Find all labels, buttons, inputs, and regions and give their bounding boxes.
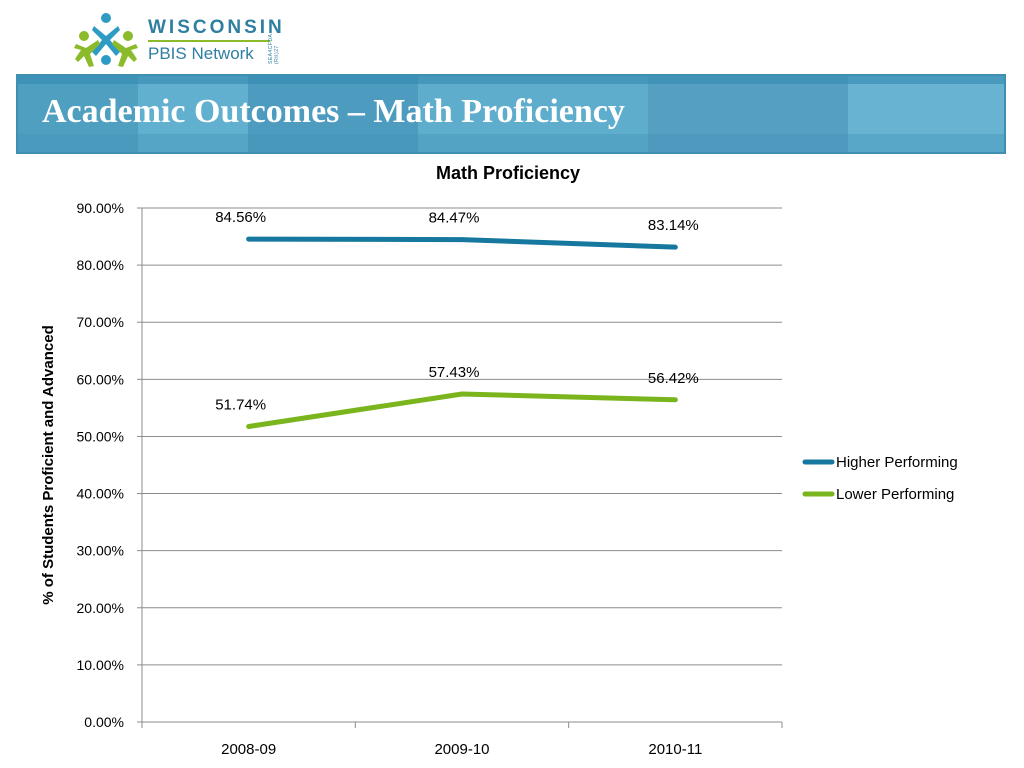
series-layer bbox=[246, 236, 678, 430]
logo-pbis-network-text: PBIS Network bbox=[148, 44, 254, 63]
data-label: 56.42% bbox=[648, 370, 699, 387]
y-tick-label: 80.00% bbox=[77, 257, 124, 273]
legend-label: Higher Performing bbox=[836, 454, 958, 471]
axis-layer: 0.00% 10.00% 20.00% 30.00% 40.00% 50.00% 60.00… bbox=[77, 200, 783, 758]
y-tick-label: 70.00% bbox=[77, 314, 124, 330]
y-axis-label: % of Students Proficient and Advanced bbox=[40, 325, 57, 604]
data-label-layer: 84.56% 84.47% 83.14% 51.74% 57.43% 56.42% bbox=[215, 209, 699, 413]
x-tick-label: 2008-09 bbox=[221, 741, 276, 758]
wisconsin-pbis-logo bbox=[72, 10, 312, 72]
data-label: 57.43% bbox=[429, 364, 480, 381]
y-tick-label: 30.00% bbox=[77, 543, 124, 559]
y-tick-label: 0.00% bbox=[84, 714, 124, 730]
banner-block bbox=[848, 76, 1004, 152]
banner-stripe bbox=[18, 76, 1004, 84]
x-tick-label: 2010-11 bbox=[648, 741, 702, 758]
y-tick-label: 90.00% bbox=[77, 200, 124, 216]
banner-block bbox=[248, 76, 418, 152]
logo-wisconsin-text: WISCONSIN bbox=[148, 17, 285, 38]
y-tick-label: 20.00% bbox=[77, 600, 124, 616]
logo-divider bbox=[148, 40, 270, 42]
y-tick-label: 10.00% bbox=[77, 657, 124, 673]
series-line-1 bbox=[246, 391, 678, 430]
x-tick-label: 2009-10 bbox=[434, 741, 489, 758]
title-banner bbox=[16, 74, 1006, 154]
banner-block bbox=[18, 76, 138, 152]
data-label: 51.74% bbox=[215, 397, 266, 414]
legend-label: Lower Performing bbox=[836, 486, 954, 503]
data-label: 84.47% bbox=[429, 210, 480, 227]
math-proficiency-chart: Math Proficiency % of Students Proficien… bbox=[40, 163, 958, 758]
slide-title: Academic Outcomes – Math Proficiency bbox=[42, 93, 625, 130]
series-line-0 bbox=[246, 236, 678, 250]
banner-block bbox=[418, 76, 648, 152]
data-label: 83.14% bbox=[648, 217, 699, 234]
pbis-network-figures-icon bbox=[74, 13, 138, 67]
y-tick-label: 60.00% bbox=[77, 371, 124, 387]
banner-block bbox=[648, 76, 848, 152]
legend: Higher Performing Lower Performing bbox=[802, 454, 958, 503]
chart-title: Math Proficiency bbox=[436, 163, 580, 183]
y-tick-label: 50.00% bbox=[77, 428, 124, 444]
data-label: 84.56% bbox=[215, 209, 266, 226]
banner-stripe bbox=[18, 134, 1004, 152]
logo-side-text: SEA4CFDA (RtI)27 bbox=[268, 33, 280, 64]
y-tick-label: 40.00% bbox=[77, 486, 124, 502]
banner-block bbox=[138, 76, 248, 152]
grid-layer bbox=[142, 207, 782, 723]
